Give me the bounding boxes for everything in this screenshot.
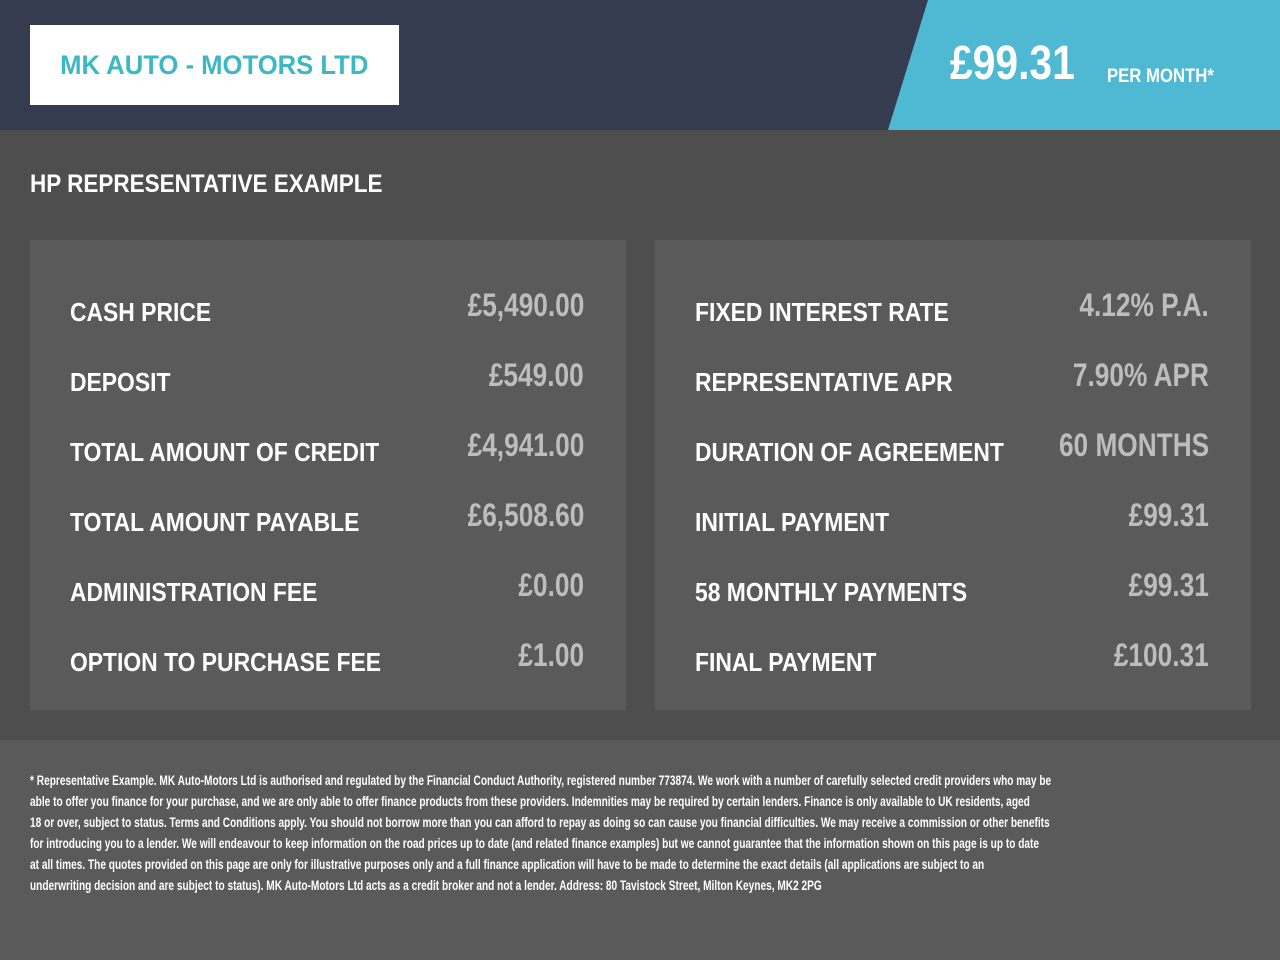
left-finance-panel: CASH PRICE £5,490.00 DEPOSIT £549.00 TOTAL A…	[30, 240, 626, 710]
logo-text: MK AUTO - MOTORS LTD	[60, 49, 369, 80]
disclaimer-line: * Representative Example. MK Auto-Motors…	[30, 773, 1052, 788]
finance-value: £549.00	[489, 357, 584, 393]
disclaimer-text: * Representative Example. MK Auto-Motors…	[30, 770, 1280, 896]
finance-label: REPRESENTATIVE APR	[695, 367, 953, 397]
finance-row: DEPOSIT £549.00	[70, 357, 584, 397]
per-month-label: PER MONTH*	[1107, 66, 1214, 87]
finance-label: FINAL PAYMENT	[695, 647, 877, 677]
finance-label: OPTION TO PURCHASE FEE	[70, 647, 382, 677]
finance-value: 60 MONTHS	[1058, 427, 1209, 463]
finance-label: DURATION OF AGREEMENT	[695, 437, 1004, 467]
disclaimer-line: underwriting decision and are subject to…	[30, 878, 822, 893]
disclaimer-line: able to offer you finance for your purch…	[30, 794, 1030, 809]
monthly-price: £99.31	[950, 37, 1075, 90]
finance-row: INITIAL PAYMENT £99.31	[695, 497, 1209, 537]
finance-value: £99.31	[1128, 497, 1209, 533]
finance-row: REPRESENTATIVE APR 7.90% APR	[695, 357, 1209, 397]
disclaimer-footer: * Representative Example. MK Auto-Motors…	[0, 740, 1280, 960]
finance-label: DEPOSIT	[70, 367, 171, 397]
disclaimer-line: at all times. The quotes provided on thi…	[30, 857, 985, 872]
finance-value: £4,941.00	[467, 427, 584, 463]
finance-row: FIXED INTEREST RATE 4.12% P.A.	[695, 287, 1209, 327]
finance-row: TOTAL AMOUNT PAYABLE £6,508.60	[70, 497, 584, 537]
finance-label: 58 MONTHLY PAYMENTS	[695, 577, 968, 607]
finance-label: CASH PRICE	[70, 297, 212, 327]
finance-value: £1.00	[518, 637, 584, 673]
finance-label: TOTAL AMOUNT PAYABLE	[70, 507, 360, 537]
right-finance-panel: FIXED INTEREST RATE 4.12% P.A. REPRESENTAT…	[655, 240, 1251, 710]
finance-row: 58 MONTHLY PAYMENTS £99.31	[695, 567, 1209, 607]
finance-value: £6,508.60	[467, 497, 584, 533]
monthly-price-banner	[888, 0, 1280, 130]
disclaimer-line: for introducing you to a lender. We will…	[30, 836, 1040, 851]
finance-row: OPTION TO PURCHASE FEE £1.00	[70, 637, 584, 677]
finance-value: £99.31	[1128, 567, 1209, 603]
disclaimer-line: 18 or over, subject to status. Terms and…	[30, 815, 1050, 830]
finance-row: FINAL PAYMENT £100.31	[695, 637, 1209, 677]
page-title: HP REPRESENTATIVE EXAMPLE	[30, 170, 383, 198]
finance-value: £0.00	[518, 567, 584, 603]
logo: MK AUTO - MOTORS LTD	[30, 25, 399, 105]
finance-label: TOTAL AMOUNT OF CREDIT	[70, 437, 380, 467]
header: MK AUTO - MOTORS LTD £99.31 PER MONTH*	[0, 0, 1280, 130]
finance-value: £100.31	[1114, 637, 1209, 673]
finance-row: ADMINISTRATION FEE £0.00	[70, 567, 584, 607]
finance-row: CASH PRICE £5,490.00	[70, 287, 584, 327]
finance-label: INITIAL PAYMENT	[695, 507, 890, 537]
finance-row: DURATION OF AGREEMENT 60 MONTHS	[695, 427, 1209, 467]
finance-label: FIXED INTEREST RATE	[695, 297, 949, 327]
finance-value: 7.90% APR	[1072, 357, 1209, 393]
finance-label: ADMINISTRATION FEE	[70, 577, 318, 607]
finance-row: TOTAL AMOUNT OF CREDIT £4,941.00	[70, 427, 584, 467]
finance-value: £5,490.00	[467, 287, 584, 323]
finance-value: 4.12% P.A.	[1079, 287, 1209, 323]
